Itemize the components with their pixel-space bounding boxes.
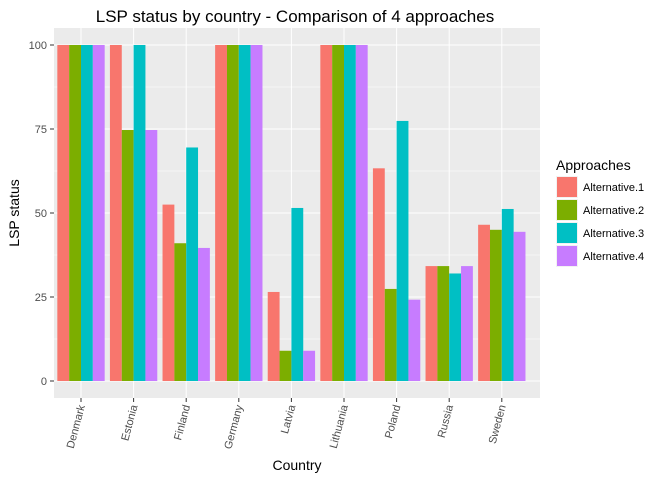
bar — [344, 45, 356, 381]
bar — [489, 229, 502, 381]
bar — [121, 130, 134, 381]
legend-swatch — [557, 246, 577, 266]
x-axis-ticks: Denmark Estonia Finland Germany Latvia Lithua… — [65, 398, 509, 450]
x-tick-label: Poland — [383, 404, 403, 440]
x-tick-label: Denmark — [65, 403, 88, 450]
bars — [57, 45, 526, 381]
bar — [408, 299, 421, 381]
y-tick-label: 25 — [35, 292, 47, 304]
y-tick-label: 75 — [35, 124, 47, 136]
bar — [267, 291, 280, 381]
bar — [198, 247, 210, 381]
legend-title: Approaches — [556, 157, 631, 173]
y-tick-label: 50 — [35, 208, 47, 220]
bar — [437, 266, 450, 381]
x-tick-label: Lithuania — [328, 403, 351, 450]
x-tick-label: Estonia — [119, 403, 140, 442]
bar — [513, 231, 526, 381]
bar — [279, 350, 292, 381]
x-axis-title: Country — [272, 457, 321, 473]
bar — [109, 45, 122, 381]
legend-label: Alternative.1 — [583, 182, 644, 194]
bar — [215, 45, 227, 381]
bar — [291, 207, 304, 381]
bar — [81, 45, 93, 381]
bar — [92, 45, 105, 381]
bar — [238, 45, 251, 381]
legend-swatch — [557, 200, 577, 220]
bar — [186, 147, 199, 381]
bar — [384, 288, 397, 381]
bar — [320, 45, 333, 381]
bar — [461, 266, 473, 381]
bar — [355, 45, 368, 381]
legend: Approaches Alternative.1 Alternative.2 Alt… — [556, 157, 644, 267]
legend-label: Alternative.3 — [583, 228, 644, 240]
bar — [174, 243, 187, 381]
bar — [162, 204, 175, 381]
y-tick-label: 0 — [41, 376, 47, 388]
bar — [449, 273, 462, 381]
legend-swatch — [557, 177, 577, 197]
bar — [133, 45, 146, 381]
x-tick-label: Russia — [436, 403, 457, 439]
bar — [425, 266, 438, 381]
bar — [372, 168, 385, 381]
bar — [478, 224, 490, 381]
bar — [396, 120, 409, 381]
bar — [57, 45, 70, 381]
bar — [332, 45, 344, 381]
chart-title: LSP status by country - Comparison of 4 … — [96, 7, 494, 26]
legend-label: Alternative.4 — [583, 251, 644, 263]
y-axis-title: LSP status — [6, 179, 22, 246]
bar — [250, 45, 263, 381]
bar — [145, 130, 158, 381]
bar — [303, 350, 316, 381]
bar — [501, 208, 514, 381]
x-tick-label: Latvia — [279, 403, 298, 435]
y-tick-label: 100 — [29, 40, 47, 52]
y-axis-ticks: 0 25 50 75 100 — [29, 40, 54, 388]
x-tick-label: Germany — [222, 403, 245, 450]
x-tick-label: Finland — [172, 404, 193, 442]
legend-swatch — [557, 223, 577, 243]
bar — [69, 45, 81, 381]
x-tick-label: Sweden — [487, 404, 509, 446]
bar — [226, 45, 239, 381]
legend-label: Alternative.2 — [583, 205, 644, 217]
